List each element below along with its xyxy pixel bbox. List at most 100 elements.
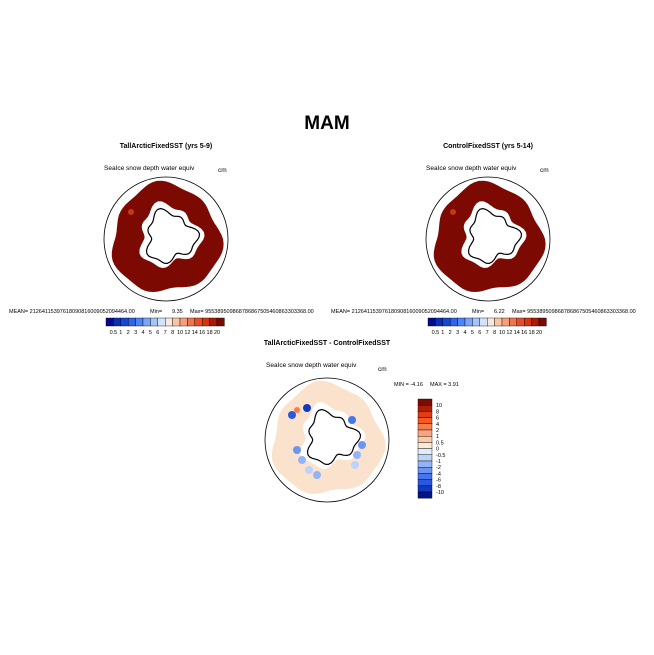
panel2-min-label: Min= [472, 309, 485, 315]
panel3-subtitle: SeaIce snow depth water equiv [266, 362, 357, 369]
panel2-units: cm [540, 167, 549, 174]
colorbar-2-label-7: 0 [436, 447, 439, 453]
colorbar-2-label-9: -1 [436, 459, 441, 465]
colorbar-0-box-9 [172, 317, 181, 327]
panel3-title: TallArcticFixedSST - ControlFixedSST [263, 340, 391, 347]
main-title: MAM [304, 113, 350, 134]
map-3-anomaly-7 [303, 404, 311, 412]
colorbar-1-box-15 [538, 317, 547, 327]
colorbar-1-box-2 [442, 317, 451, 327]
colorbar-0-label-11: 14 [192, 330, 198, 336]
colorbar-1-box-10 [501, 317, 510, 327]
map-3-anomaly-2 [305, 466, 313, 474]
map-3-anomaly-3 [353, 451, 361, 459]
colorbar-2-label-2: 6 [436, 416, 439, 422]
colorbar-0-box-1 [113, 317, 122, 327]
colorbar-0-box-10 [179, 317, 188, 327]
colorbar-0-label-2: 2 [127, 330, 130, 336]
map-3-anomaly-6 [288, 411, 296, 419]
panel1-units: cm [218, 167, 227, 174]
colorbar-2-label-14: -10 [436, 490, 444, 496]
colorbar-2-label-6: 0.5 [436, 440, 444, 446]
map-3-anomaly-5 [351, 461, 359, 469]
colorbar-0-label-12: 16 [199, 330, 205, 336]
map-3-anomaly-1 [298, 456, 306, 464]
colorbar-2-label-0: 10 [436, 403, 442, 409]
map-3-anomaly-0 [293, 446, 301, 454]
colorbar-2-box-8 [417, 448, 433, 456]
colorbar-1-box-4 [457, 317, 466, 327]
panel1-subtitle: SeaIce snow depth water equiv [104, 165, 195, 172]
map-3-anomaly-pos [294, 407, 300, 413]
colorbar-1-box-14 [531, 317, 540, 327]
colorbar-2-box-13 [417, 479, 433, 487]
colorbar-0-box-14 [209, 317, 218, 327]
colorbar-1-box-11 [509, 317, 517, 327]
colorbar-2-box-0 [417, 398, 433, 406]
colorbar-0-label-14: 20 [214, 330, 220, 336]
colorbar-1-label-10: 12 [506, 330, 512, 336]
colorbar-2-label-1: 8 [436, 409, 439, 415]
colorbar-1-box-7 [479, 317, 488, 327]
colorbar-2-box-11 [417, 467, 433, 474]
colorbar-0-label-13: 18 [207, 330, 213, 336]
colorbar-1-label-3: 3 [456, 330, 459, 336]
colorbar-1-box-6 [472, 317, 480, 327]
colorbar-0-box-3 [127, 317, 136, 327]
colorbar-0-label-0: 0.5 [110, 330, 118, 336]
map-2-coastline [467, 207, 523, 265]
colorbar-2-box-3 [417, 417, 433, 425]
colorbar-1-label-14: 20 [536, 330, 542, 336]
colorbar-0-box-11 [187, 317, 195, 327]
panel1-min-label: Min= [150, 309, 163, 315]
colorbar-0-label-10: 12 [184, 330, 190, 336]
colorbar-1-label-2: 2 [449, 330, 452, 336]
panel3-min: MIN = -4.16 [394, 382, 423, 388]
panel1-mean: MEAN= 21264115397618090816009052094464.0… [9, 309, 135, 315]
colorbar-1-box-8 [487, 317, 495, 327]
colorbar-1-box-5 [464, 317, 473, 327]
colorbar-1-label-11: 14 [514, 330, 520, 336]
panel3-max: MAX = 3.91 [430, 382, 459, 388]
colorbar-0-box-12 [194, 317, 203, 327]
colorbar-2-label-3: 4 [436, 422, 439, 428]
map-3-anomaly-4 [358, 441, 366, 449]
colorbar-0-box-13 [201, 317, 210, 327]
colorbar-2-box-12 [417, 473, 433, 480]
map-3-coastline [306, 408, 362, 466]
colorbar-2-box-14 [417, 485, 433, 493]
colorbar-1-label-7: 7 [486, 330, 489, 336]
colorbar-0-label-8: 8 [171, 330, 174, 336]
colorbar-1-label-9: 10 [499, 330, 505, 336]
colorbar-1-box-13 [524, 317, 532, 327]
colorbar-2-label-13: -8 [436, 484, 441, 490]
colorbar-0-box-5 [142, 317, 151, 327]
colorbar-0-box-7 [157, 317, 166, 327]
panel1-min: 9.35 [172, 309, 183, 315]
colorbar-1-box-1 [435, 317, 443, 327]
colorbar-0-label-9: 10 [177, 330, 183, 336]
colorbar-1-label-6: 6 [478, 330, 481, 336]
map-1-coastline [145, 207, 201, 265]
colorbar-1-label-13: 18 [529, 330, 535, 336]
colorbar-0-label-4: 4 [141, 330, 144, 336]
colorbar-1-box-9 [494, 317, 503, 327]
colorbar-1-label-4: 4 [463, 330, 466, 336]
panel1-title: TallArcticFixedSST (yrs 5-9) [119, 143, 213, 150]
map-2-snow-field [433, 180, 546, 292]
map-3-anomaly-8 [348, 416, 356, 424]
colorbar-2-box-5 [417, 429, 433, 437]
colorbar-0-box-6 [150, 317, 158, 327]
colorbar-0-box-0 [105, 317, 114, 327]
colorbar-0-label-1: 1 [119, 330, 122, 336]
colorbar-2-box-10 [417, 460, 433, 468]
colorbar-2-label-10: -2 [436, 465, 441, 471]
colorbar-1-label-5: 5 [471, 330, 474, 336]
colorbar-0-label-7: 7 [164, 330, 167, 336]
map-1-snow-field [111, 180, 224, 292]
colorbar-0-label-3: 3 [134, 330, 137, 336]
colorbar-2-label-12: -6 [436, 478, 441, 484]
colorbar-2-label-8: -0.5 [436, 453, 445, 459]
